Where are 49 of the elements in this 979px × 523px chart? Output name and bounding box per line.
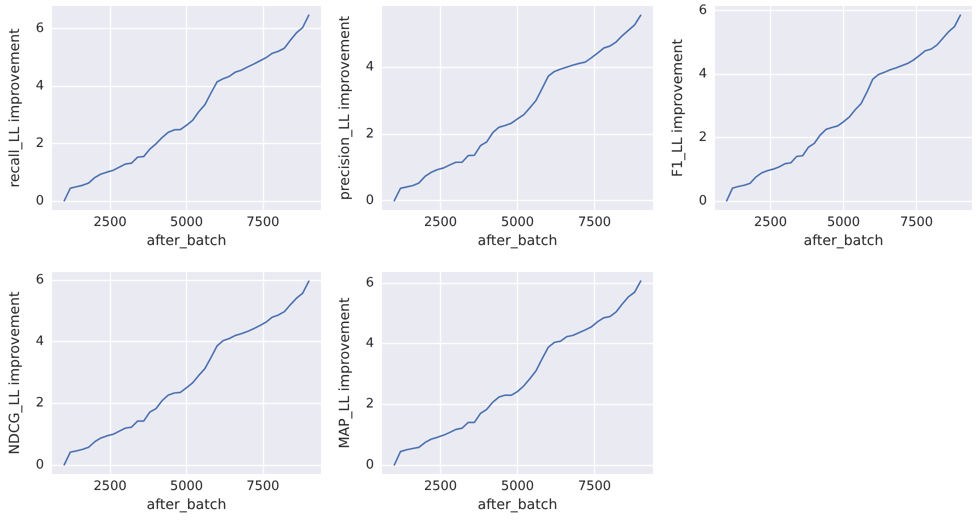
y-axis-title: F1_LL improvement — [670, 38, 686, 177]
y-tick-label: 6 — [36, 272, 44, 288]
line-series — [394, 14, 642, 202]
line-series — [63, 280, 310, 466]
x-tick-label: 7500 — [246, 479, 280, 494]
line-series — [726, 14, 962, 202]
y-tick-label: 2 — [366, 396, 374, 412]
x-axis-title: after_batch — [146, 233, 226, 249]
y-tick-label: 0 — [366, 193, 374, 208]
x-tick-label: 2500 — [754, 215, 788, 230]
x-axis-title: after_batch — [478, 233, 558, 249]
y-tick-label: 2 — [698, 130, 707, 145]
x-tick-label: 7500 — [578, 479, 612, 494]
y-tick-label: 6 — [36, 20, 44, 36]
y-tick-label: 0 — [36, 193, 44, 208]
y-tick-label: 0 — [36, 457, 44, 472]
y-tick-label: 4 — [366, 60, 374, 75]
x-tick-label: 5000 — [170, 479, 204, 494]
x-tick-label: 5000 — [826, 215, 860, 230]
x-tick-label: 2500 — [94, 215, 127, 230]
x-tick-label: 7500 — [578, 215, 612, 230]
line-series — [394, 280, 642, 466]
y-tick-label: 4 — [36, 334, 44, 350]
y-tick-label: 4 — [698, 66, 707, 82]
y-tick-label: 4 — [36, 78, 44, 94]
y-axis-title: MAP_LL improvement — [337, 296, 353, 449]
x-tick-label: 5000 — [170, 215, 204, 230]
y-tick-label: 0 — [698, 193, 707, 208]
x-tick-label: 5000 — [500, 479, 534, 494]
x-axis-title: after_batch — [478, 497, 558, 513]
y-tick-label: 0 — [366, 457, 374, 472]
x-tick-label: 2500 — [94, 479, 127, 494]
x-tick-label: 7500 — [900, 215, 934, 230]
y-tick-label: 2 — [36, 136, 44, 151]
y-tick-label: 2 — [36, 396, 44, 411]
y-tick-label: 2 — [366, 126, 374, 142]
line-series — [63, 14, 310, 202]
y-tick-label: 6 — [366, 275, 374, 290]
y-tick-label: 6 — [698, 2, 707, 18]
x-tick-label: 7500 — [246, 215, 280, 230]
y-axis-title: recall_LL improvement — [7, 28, 23, 188]
x-tick-label: 2500 — [424, 215, 458, 230]
y-axis-title: precision_LL improvement — [337, 15, 353, 200]
y-tick-label: 4 — [366, 336, 374, 352]
x-axis-title: after_batch — [804, 233, 884, 249]
x-axis-title: after_batch — [146, 497, 226, 513]
x-tick-label: 5000 — [500, 215, 534, 230]
x-tick-label: 2500 — [424, 479, 458, 494]
y-axis-title: NDCG_LL improvement — [7, 291, 23, 454]
